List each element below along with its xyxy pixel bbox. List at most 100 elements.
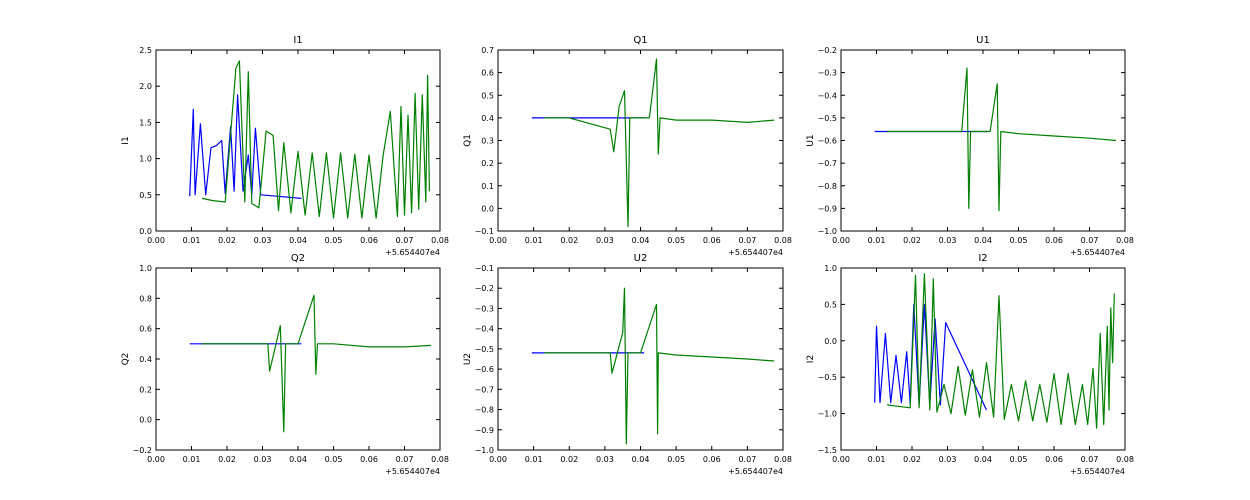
y-tick-label: −0.2 — [475, 284, 494, 293]
y-tick-label: 2.5 — [139, 46, 152, 55]
y-tick-label: −0.7 — [475, 385, 494, 394]
x-tick-label: 0.07 — [738, 236, 756, 245]
x-tick-label: 0.08 — [1116, 455, 1134, 464]
subplot-title: Q1 — [633, 35, 647, 46]
x-tick-label: 0.01 — [183, 236, 201, 245]
x-tick-label: 0.00 — [147, 236, 165, 245]
y-tick-label: −0.4 — [475, 325, 494, 334]
x-tick-label: 0.02 — [903, 455, 921, 464]
x-tick-label: 0.05 — [667, 236, 685, 245]
y-tick-label: 1.5 — [139, 118, 152, 127]
subplot-q1: 0.00 0.01 0.02 0.03 0.04 0.05 0.06 0.07 0.08 −0.1… — [463, 35, 792, 257]
x-tick-label: 0.02 — [218, 236, 236, 245]
x-tick-label: 0.06 — [703, 236, 721, 245]
x-tick-label: 0.04 — [289, 455, 307, 464]
subplot-i1: 0.00 0.01 0.02 0.03 0.04 0.05 0.06 0.07 0.08 0.0 0… — [121, 35, 449, 257]
x-tick-label: 0.04 — [632, 236, 650, 245]
x-tick-label: 0.08 — [774, 455, 792, 464]
x-tick-label: 0.08 — [431, 236, 449, 245]
x-tick-label: 0.06 — [1045, 455, 1063, 464]
x-tick-label: 0.01 — [868, 236, 886, 245]
y-tick-label: 0.0 — [481, 204, 494, 213]
y-tick-label: −1.0 — [818, 227, 837, 236]
series-group — [874, 67, 1117, 212]
x-tick-label: 0.03 — [596, 236, 614, 245]
series-group — [531, 287, 775, 445]
series-group — [189, 60, 430, 219]
y-tick-label: 0.1 — [481, 182, 494, 191]
axes-frame — [497, 49, 784, 232]
subplot-u2: 0.00 0.01 0.02 0.03 0.04 0.05 0.06 0.07 0.08 −1.0… — [463, 253, 792, 476]
x-tick-label: 0.01 — [525, 455, 543, 464]
x-tick-label: 0.00 — [832, 236, 850, 245]
series-group — [531, 58, 775, 228]
x-offset-label: +5.654407e4 — [385, 248, 440, 257]
y-tick-label: −0.5 — [818, 373, 837, 382]
y-tick-label: −0.1 — [475, 264, 494, 273]
x-tick-label: 0.03 — [254, 236, 272, 245]
series-group — [189, 294, 432, 433]
subplot-q2: 0.00 0.01 0.02 0.03 0.04 0.05 0.06 0.07 0.08 −0.2… — [121, 253, 449, 476]
y-tick-label: −0.2 — [818, 46, 837, 55]
series-line-1 — [887, 67, 1117, 212]
y-tick-label: 0.2 — [481, 159, 494, 168]
x-tick-label: 0.08 — [774, 236, 792, 245]
y-axis-label: I1 — [121, 136, 131, 144]
subplot-u1: 0.00 0.01 0.02 0.03 0.04 0.05 0.06 0.07 0.08 −1.0… — [806, 35, 1134, 257]
x-tick-label: 0.08 — [1116, 236, 1134, 245]
y-tick-label: 0.0 — [824, 337, 837, 346]
subplot-title: I2 — [978, 253, 987, 264]
x-tick-label: 0.02 — [560, 455, 578, 464]
x-tick-label: 0.03 — [939, 236, 957, 245]
x-tick-label: 0.00 — [147, 455, 165, 464]
x-tick-label: 0.00 — [489, 455, 507, 464]
x-tick-label: 0.07 — [738, 455, 756, 464]
y-tick-label: −0.3 — [818, 69, 837, 78]
x-tick-label: 0.00 — [832, 455, 850, 464]
y-axis-label: Q1 — [463, 134, 473, 147]
x-tick-label: 0.07 — [1081, 455, 1099, 464]
axes-frame — [155, 267, 441, 451]
x-tick-label: 0.02 — [560, 236, 578, 245]
x-tick-label: 0.06 — [703, 455, 721, 464]
y-tick-label: 0.5 — [481, 91, 494, 100]
y-tick-label: 0.8 — [139, 294, 152, 303]
series-line-1 — [544, 58, 775, 228]
subplot-title: U2 — [634, 253, 648, 264]
y-axis-label: I2 — [806, 355, 816, 363]
x-tick-label: 0.07 — [1081, 236, 1099, 245]
x-tick-label: 0.06 — [360, 236, 378, 245]
x-tick-label: 0.03 — [254, 455, 272, 464]
subplot-title: U1 — [976, 35, 990, 46]
y-tick-label: −0.8 — [475, 406, 494, 415]
y-tick-label: 1.0 — [824, 264, 837, 273]
x-tick-label: 0.03 — [939, 455, 957, 464]
subplot-i2: 0.00 0.01 0.02 0.03 0.04 0.05 0.06 0.07 0.08 −1.5… — [806, 253, 1134, 476]
y-tick-label: 2.0 — [139, 82, 152, 91]
series-group — [874, 273, 1115, 429]
x-tick-label: 0.07 — [396, 455, 414, 464]
x-tick-label: 0.04 — [974, 236, 992, 245]
subplot-title: I1 — [293, 35, 302, 46]
y-tick-label: −0.7 — [818, 159, 837, 168]
y-tick-label: 0.6 — [139, 325, 152, 334]
y-tick-label: −0.6 — [818, 137, 837, 146]
y-tick-label: 1.0 — [139, 155, 152, 164]
x-tick-label: 0.08 — [431, 455, 449, 464]
y-axis-label: Q2 — [121, 353, 131, 366]
y-tick-label: −0.5 — [818, 114, 837, 123]
x-tick-label: 0.05 — [1010, 236, 1028, 245]
x-tick-label: 0.05 — [1010, 455, 1028, 464]
y-tick-label: −1.0 — [818, 410, 837, 419]
x-tick-label: 0.04 — [632, 455, 650, 464]
x-tick-label: 0.01 — [525, 236, 543, 245]
y-tick-label: −0.9 — [475, 426, 494, 435]
x-tick-label: 0.02 — [218, 455, 236, 464]
x-tick-label: 0.05 — [325, 236, 343, 245]
y-tick-label: 0.0 — [139, 416, 152, 425]
x-tick-label: 0.06 — [360, 455, 378, 464]
x-tick-label: 0.01 — [868, 455, 886, 464]
y-tick-label: 0.4 — [481, 114, 494, 123]
y-tick-label: −0.1 — [475, 227, 494, 236]
y-tick-label: −1.0 — [475, 446, 494, 455]
